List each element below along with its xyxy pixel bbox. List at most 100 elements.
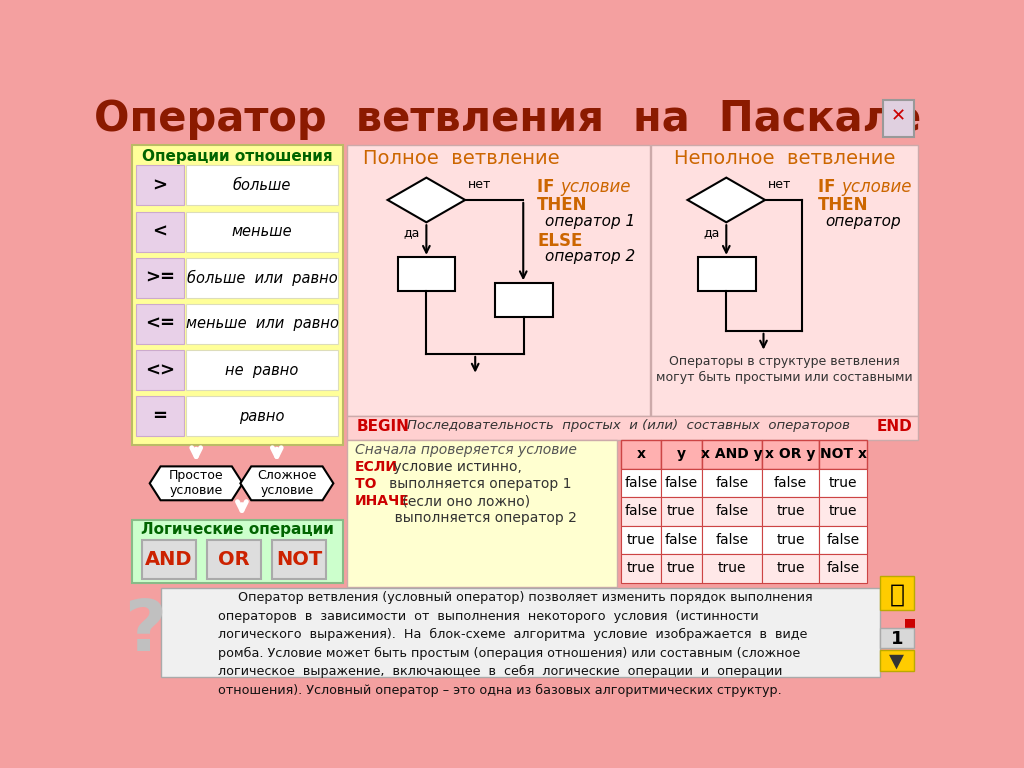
Text: Оператор  ветвления  на  Паскале: Оператор ветвления на Паскале: [94, 98, 922, 141]
Text: Операторы в структуре ветвления
могут быть простыми или составными: Операторы в структуре ветвления могут бы…: [656, 356, 912, 383]
Bar: [186, 165, 338, 205]
Text: true: true: [776, 533, 805, 547]
Text: <>: <>: [144, 361, 175, 379]
Text: Оператор ветвления (условный оператор) позволяет изменить порядок выполнения
опе: Оператор ветвления (условный оператор) п…: [218, 591, 813, 697]
Text: true: true: [829, 476, 857, 490]
Bar: [819, 554, 867, 583]
Text: THEN: THEN: [818, 196, 868, 214]
Text: false: false: [715, 533, 749, 547]
Text: да: да: [403, 226, 420, 239]
Text: true: true: [627, 533, 655, 547]
Text: false: false: [715, 505, 749, 518]
Text: меньше  или  равно: меньше или равно: [185, 316, 339, 332]
Text: x OR y: x OR y: [765, 448, 816, 462]
Text: ELSE: ELSE: [538, 231, 583, 250]
Text: равно: равно: [240, 409, 285, 424]
Text: false: false: [665, 533, 698, 547]
Bar: [762, 554, 819, 583]
Text: true: true: [776, 561, 805, 575]
Bar: [701, 468, 762, 497]
Text: false: false: [665, 476, 698, 490]
Text: IF: IF: [538, 178, 560, 197]
Text: больше: больше: [232, 178, 291, 193]
Text: Простое
условие: Простое условие: [169, 469, 223, 498]
Bar: [701, 554, 762, 583]
Bar: [762, 468, 819, 497]
Text: IF: IF: [818, 178, 841, 197]
Bar: [136, 396, 183, 436]
Text: false: false: [625, 505, 657, 518]
Bar: [701, 497, 762, 525]
Bar: [397, 257, 455, 291]
Text: OR: OR: [218, 550, 250, 569]
Text: y: y: [677, 448, 686, 462]
Bar: [651, 144, 918, 415]
Text: true: true: [829, 505, 857, 518]
Bar: [621, 468, 662, 497]
Text: BEGIN: BEGIN: [356, 419, 410, 434]
Text: оператор 2: оператор 2: [545, 250, 635, 264]
Bar: [701, 440, 762, 468]
Bar: [132, 520, 343, 584]
Text: NOT x: NOT x: [820, 448, 867, 462]
Text: false: false: [715, 476, 749, 490]
Bar: [662, 440, 701, 468]
Bar: [701, 525, 762, 554]
Polygon shape: [687, 177, 765, 222]
Bar: [762, 497, 819, 525]
Bar: [136, 304, 183, 344]
Bar: [136, 350, 183, 390]
Text: ИНАЧЕ: ИНАЧЕ: [355, 494, 410, 508]
Text: нет: нет: [468, 177, 492, 190]
Bar: [347, 440, 617, 587]
Text: ▼: ▼: [889, 652, 904, 670]
Text: false: false: [625, 476, 657, 490]
Text: ✕: ✕: [891, 108, 906, 125]
Text: Сложное
условие: Сложное условие: [257, 469, 316, 498]
Text: выполняется оператор 2: выполняется оператор 2: [365, 511, 578, 525]
Bar: [347, 144, 649, 415]
Text: true: true: [667, 505, 695, 518]
Text: 📖: 📖: [889, 582, 904, 606]
Text: <=: <=: [144, 315, 175, 333]
Text: Полное  ветвление: Полное ветвление: [362, 149, 559, 168]
Bar: [698, 257, 756, 291]
Bar: [186, 396, 338, 436]
Bar: [621, 440, 662, 468]
Text: =: =: [153, 407, 167, 425]
Text: true: true: [667, 561, 695, 575]
Text: true: true: [776, 505, 805, 518]
Bar: [621, 525, 662, 554]
Bar: [496, 283, 553, 317]
Text: оператор: оператор: [825, 214, 901, 229]
Text: Операции отношения: Операции отношения: [142, 149, 333, 164]
Text: AND: AND: [145, 550, 193, 569]
Text: нет: нет: [768, 177, 792, 190]
Text: false: false: [826, 533, 860, 547]
Text: условие истинно,: условие истинно,: [389, 460, 522, 474]
Text: <: <: [153, 223, 167, 240]
Bar: [161, 588, 880, 677]
Bar: [347, 415, 918, 440]
Polygon shape: [241, 466, 334, 500]
Text: оператор 1: оператор 1: [545, 214, 635, 229]
Bar: [662, 525, 701, 554]
Text: Сначала проверяется условие: Сначала проверяется условие: [355, 443, 577, 457]
Bar: [662, 554, 701, 583]
Polygon shape: [150, 466, 243, 500]
Text: >=: >=: [144, 269, 175, 286]
Bar: [136, 165, 183, 205]
Text: не  равно: не равно: [225, 362, 299, 378]
Text: ТО: ТО: [355, 477, 386, 492]
Bar: [272, 541, 327, 579]
Bar: [662, 468, 701, 497]
Bar: [880, 650, 913, 671]
Text: END: END: [877, 419, 912, 434]
Bar: [186, 258, 338, 298]
Bar: [880, 628, 913, 648]
Bar: [186, 350, 338, 390]
Text: ЕСЛИ: ЕСЛИ: [355, 460, 398, 474]
Bar: [662, 497, 701, 525]
Bar: [819, 440, 867, 468]
Bar: [883, 100, 913, 137]
